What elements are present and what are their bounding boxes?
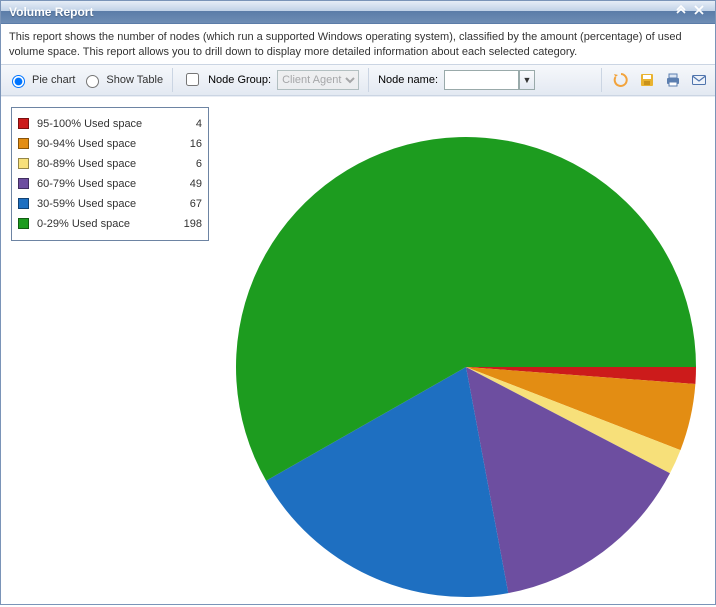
legend-row[interactable]: 95-100% Used space4 xyxy=(18,114,202,134)
legend-swatch xyxy=(18,158,29,169)
radio-table-input[interactable] xyxy=(86,75,99,88)
radio-show-table[interactable]: Show Table xyxy=(81,72,163,88)
legend-value: 67 xyxy=(172,198,202,210)
legend-value: 16 xyxy=(172,138,202,150)
legend-value: 6 xyxy=(172,158,202,170)
save-icon[interactable] xyxy=(637,70,657,90)
legend-row[interactable]: 80-89% Used space6 xyxy=(18,154,202,174)
legend-swatch xyxy=(18,118,29,129)
collapse-icon[interactable] xyxy=(673,4,689,20)
legend-swatch xyxy=(18,138,29,149)
legend-row[interactable]: 0-29% Used space198 xyxy=(18,214,202,234)
node-group-label: Node Group: xyxy=(208,74,271,86)
panel-description: This report shows the number of nodes (w… xyxy=(1,24,715,64)
radio-pie-chart[interactable]: Pie chart xyxy=(7,72,75,88)
node-name-input[interactable] xyxy=(444,70,519,90)
legend-swatch xyxy=(18,178,29,189)
legend: 95-100% Used space490-94% Used space1680… xyxy=(11,107,209,241)
pie-chart xyxy=(226,127,706,607)
legend-label: 90-94% Used space xyxy=(37,138,172,150)
legend-label: 30-59% Used space xyxy=(37,198,172,210)
legend-label: 0-29% Used space xyxy=(37,218,172,230)
titlebar: Volume Report xyxy=(1,1,715,24)
close-icon[interactable] xyxy=(691,4,707,20)
legend-row[interactable]: 90-94% Used space16 xyxy=(18,134,202,154)
print-icon[interactable] xyxy=(663,70,683,90)
node-name-label: Node name: xyxy=(378,74,438,86)
radio-table-label: Show Table xyxy=(106,74,163,86)
legend-value: 198 xyxy=(172,218,202,230)
legend-value: 49 xyxy=(172,178,202,190)
node-group-checkbox-wrap[interactable] xyxy=(182,70,202,89)
mail-icon[interactable] xyxy=(689,70,709,90)
node-name-dropdown-icon[interactable]: ▼ xyxy=(519,70,535,90)
toolbar-separator xyxy=(172,68,173,92)
legend-swatch xyxy=(18,218,29,229)
chart-body: 95-100% Used space490-94% Used space1680… xyxy=(1,96,715,604)
toolbar: Pie chart Show Table Node Group: Client … xyxy=(1,64,715,96)
toolbar-separator xyxy=(368,68,369,92)
radio-pie-input[interactable] xyxy=(12,75,25,88)
volume-report-panel: Volume Report This report shows the numb… xyxy=(0,0,716,605)
node-group-select[interactable]: Client Agent xyxy=(277,70,359,90)
legend-row[interactable]: 30-59% Used space67 xyxy=(18,194,202,214)
panel-title: Volume Report xyxy=(9,5,671,19)
legend-label: 80-89% Used space xyxy=(37,158,172,170)
legend-row[interactable]: 60-79% Used space49 xyxy=(18,174,202,194)
radio-pie-label: Pie chart xyxy=(32,74,75,86)
refresh-icon[interactable] xyxy=(611,70,631,90)
toolbar-separator xyxy=(601,68,602,92)
legend-swatch xyxy=(18,198,29,209)
legend-label: 95-100% Used space xyxy=(37,118,172,130)
legend-label: 60-79% Used space xyxy=(37,178,172,190)
node-group-checkbox[interactable] xyxy=(186,73,199,86)
legend-value: 4 xyxy=(172,118,202,130)
node-name-combo: ▼ xyxy=(444,70,535,90)
